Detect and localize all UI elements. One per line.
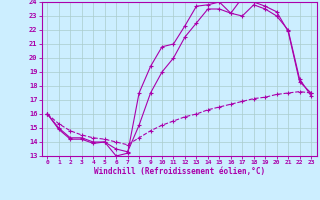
X-axis label: Windchill (Refroidissement éolien,°C): Windchill (Refroidissement éolien,°C) [94,167,265,176]
